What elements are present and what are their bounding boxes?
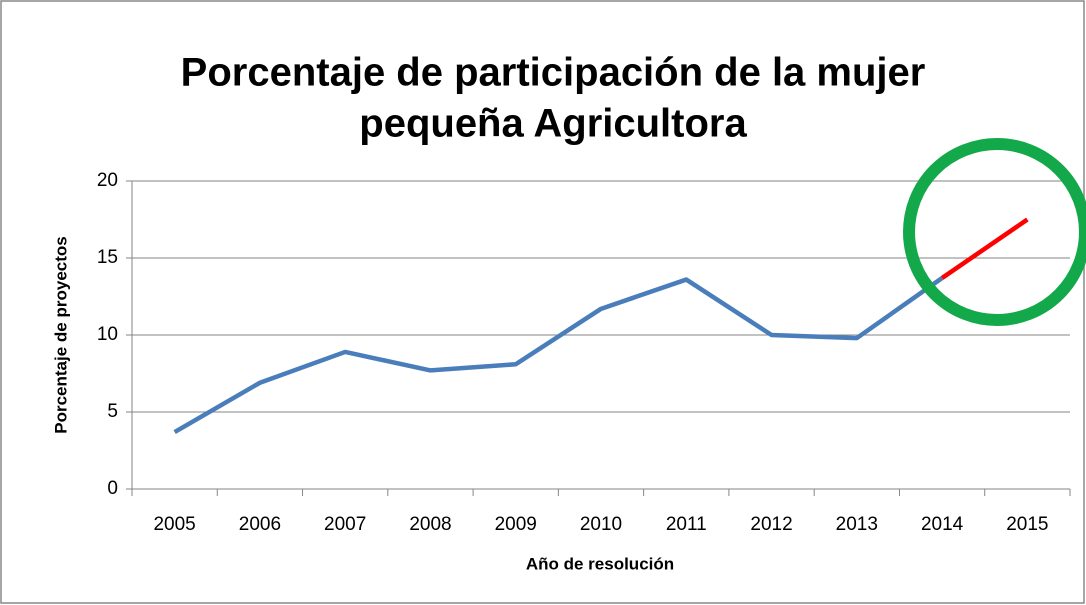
y-tick-label: 15 bbox=[97, 247, 118, 268]
y-tick-label: 20 bbox=[97, 170, 118, 191]
x-tick-label: 2007 bbox=[324, 514, 366, 535]
x-tick-label: 2006 bbox=[239, 514, 281, 535]
x-tick-label: 2015 bbox=[1006, 514, 1048, 535]
x-tick-label: 2010 bbox=[580, 514, 622, 535]
y-tick-label: 10 bbox=[97, 324, 118, 345]
x-axis-title: Año de resolución bbox=[526, 554, 674, 573]
highlight-circle bbox=[903, 138, 1086, 326]
x-tick-label: 2013 bbox=[836, 514, 878, 535]
x-tick-label: 2009 bbox=[495, 514, 537, 535]
x-tick-label: 2012 bbox=[750, 514, 792, 535]
x-tick-label: 2014 bbox=[921, 514, 964, 535]
data-line bbox=[173, 276, 944, 434]
chart-title: pequeña Agricultora bbox=[359, 102, 747, 146]
x-tick-label: 2005 bbox=[153, 514, 195, 535]
x-tick-label: 2011 bbox=[666, 514, 707, 535]
data-line bbox=[940, 217, 1029, 280]
y-tick-label: 0 bbox=[107, 478, 118, 499]
y-axis-title: Porcentaje de proyectos bbox=[51, 236, 70, 433]
y-tick-label: 5 bbox=[107, 401, 118, 422]
plot: 0 5 10 15 20 2005 2006 2007 2008 2009 2010 2011 2012… bbox=[97, 170, 1071, 535]
x-tick-label: 2008 bbox=[409, 514, 451, 535]
chart-title: Porcentaje de participación de la mujer bbox=[181, 51, 926, 95]
